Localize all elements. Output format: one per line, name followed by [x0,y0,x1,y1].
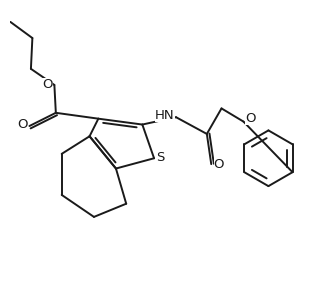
Text: S: S [156,151,165,164]
Text: O: O [42,78,53,91]
Text: O: O [18,118,28,131]
Text: O: O [245,112,256,125]
Text: HN: HN [155,109,175,122]
Text: O: O [214,158,224,170]
